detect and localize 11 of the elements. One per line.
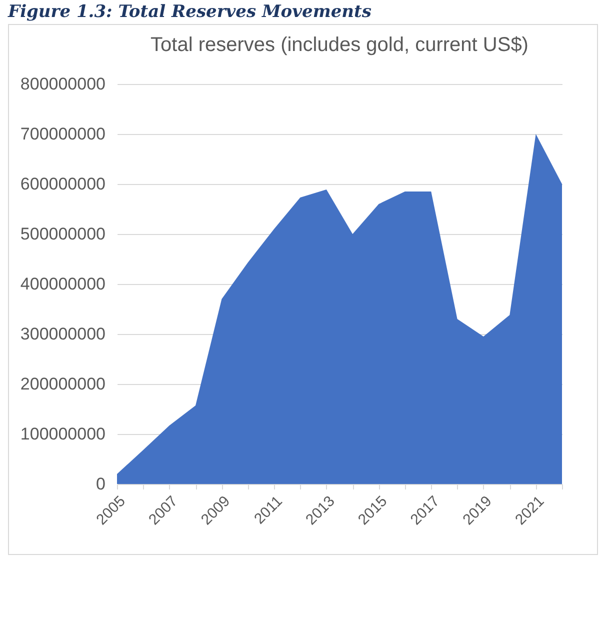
caption: Figure 1.3: Total Reserves Movements [6, 1, 372, 24]
y-tick-label: 800000000 [20, 74, 106, 94]
chart-title: Total reserves (includes gold, current US$) [150, 34, 528, 56]
y-tick-label: 600000000 [20, 174, 106, 194]
y-tick-label: 300000000 [20, 324, 106, 344]
y-tick-label: 700000000 [20, 124, 106, 144]
y-tick-label: 400000000 [20, 274, 106, 294]
y-tick-label: 200000000 [20, 374, 106, 394]
y-tick-label: 0 [96, 474, 106, 494]
y-tick-label: 100000000 [20, 424, 106, 444]
y-tick-label: 500000000 [20, 224, 106, 244]
